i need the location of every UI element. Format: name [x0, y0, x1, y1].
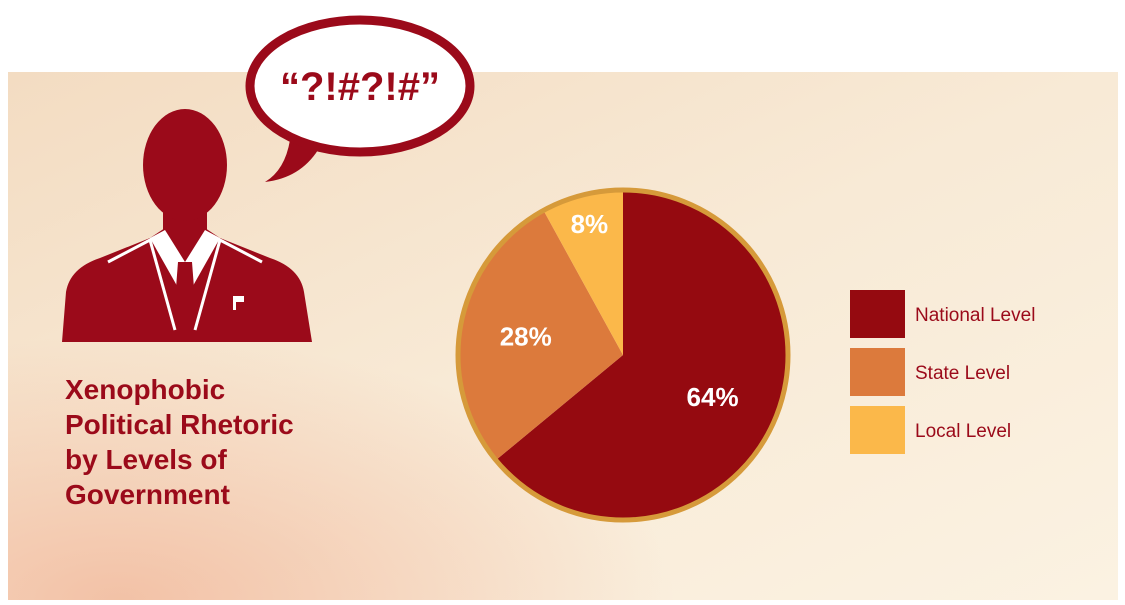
- pie-slice: [457, 210, 623, 461]
- person-icon: [62, 109, 312, 342]
- title-line: by Levels of: [65, 444, 228, 475]
- pie-border: [455, 187, 791, 523]
- legend-label: State Level: [915, 363, 1010, 384]
- pie-slice: [495, 190, 789, 520]
- annotation: “?!#?!#”: [280, 65, 440, 109]
- pie: 64% 28% 8%: [455, 187, 791, 523]
- title-line: Government: [65, 479, 230, 510]
- legend: National Level State Level Local Level: [850, 290, 1035, 454]
- title-line: Xenophobic: [65, 374, 225, 405]
- pie-slice: [543, 190, 623, 355]
- data-label: 64%: [687, 382, 739, 412]
- data-label: 28%: [500, 321, 552, 351]
- chart-title: Xenophobic Political Rhetoric by Levels of…: [65, 374, 294, 510]
- legend-swatch: [850, 406, 905, 454]
- data-label: 8%: [571, 209, 609, 239]
- legend-swatch: [850, 290, 905, 338]
- title-line: Political Rhetoric: [65, 409, 294, 440]
- legend-swatch: [850, 348, 905, 396]
- legend-label: National Level: [915, 305, 1035, 326]
- legend-label: Local Level: [915, 421, 1011, 442]
- speech-bubble: “?!#?!#”: [245, 15, 475, 182]
